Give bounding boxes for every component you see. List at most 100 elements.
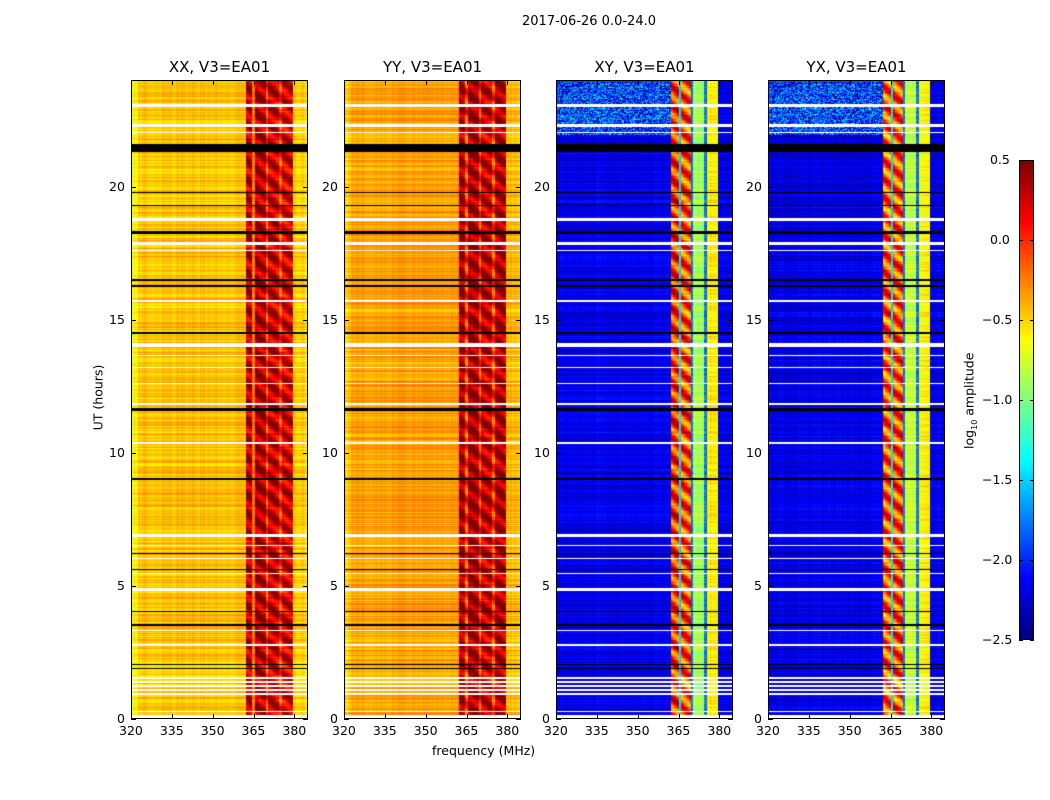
y-tick-label: 5 (754, 577, 762, 593)
y-tick-label: 5 (542, 577, 550, 593)
y-tick-mark (131, 319, 136, 321)
y-tick-mark-right (728, 319, 733, 321)
y-tick-mark (768, 719, 773, 720)
x-tick-label: 335 (159, 723, 184, 738)
y-tick-label: 10 (534, 444, 550, 460)
colorbar-tick-mark-right (1030, 320, 1034, 321)
y-tick-mark (556, 719, 561, 720)
y-tick-mark-right (940, 585, 945, 587)
x-tick-mark-top (171, 80, 173, 85)
x-tick-label: 320 (756, 723, 780, 738)
x-tick-label: 320 (544, 723, 568, 738)
x-tick-mark-top (253, 80, 255, 85)
panel-title-yy: YY, V3=EA01 (382, 58, 483, 76)
colorbar-gradient (1020, 161, 1033, 639)
x-tick-mark (768, 714, 769, 719)
y-tick-mark (768, 186, 773, 188)
y-tick-mark-right (516, 452, 521, 454)
colorbar-label-rest: amplitude (961, 352, 977, 420)
y-tick-mark-right (940, 719, 945, 720)
x-tick-mark-top (890, 80, 892, 85)
colorbar-tick-mark (1019, 480, 1023, 481)
colorbar-tick-label: −1.0 (982, 392, 1013, 407)
y-tick-mark-right (303, 319, 308, 321)
x-tick-mark-top (768, 80, 769, 85)
y-tick-label: 10 (322, 444, 338, 460)
y-tick-mark-right (303, 719, 308, 720)
colorbar-tick-mark (1019, 400, 1023, 401)
heatmap-yx (769, 81, 944, 718)
x-tick-label: 365 (666, 723, 691, 738)
y-tick-mark-right (516, 319, 521, 321)
y-tick-mark-right (728, 719, 733, 720)
y-tick-mark (131, 452, 136, 454)
x-tick-label: 350 (837, 723, 862, 738)
x-tick-mark (212, 714, 214, 719)
figure-suptitle: 2017-06-26 0.0-24.0 (522, 14, 656, 29)
x-tick-mark-top (507, 80, 509, 85)
heatmap-xx (132, 81, 307, 718)
y-axis-label: UT (hours) (90, 364, 106, 431)
panel-title-yx: YX, V3=EA01 (806, 58, 907, 76)
y-tick-mark-right (940, 186, 945, 188)
x-tick-label: 365 (241, 723, 266, 738)
y-tick-mark (344, 719, 349, 720)
colorbar-tick-label: −1.5 (982, 472, 1013, 487)
colorbar-tick-mark (1019, 240, 1023, 241)
y-tick-label: 15 (746, 311, 762, 327)
y-tick-mark-right (940, 319, 945, 321)
x-tick-label: 380 (495, 723, 520, 738)
colorbar-tick-mark-right (1030, 560, 1034, 561)
y-tick-mark-right (516, 719, 521, 720)
heatmap-yy (345, 81, 520, 718)
colorbar-tick-mark (1019, 560, 1023, 561)
x-tick-label: 350 (200, 723, 225, 738)
colorbar-tick-mark-right (1030, 240, 1034, 241)
colorbar-tick-label: 0.0 (990, 232, 1010, 247)
y-tick-label: 5 (330, 577, 338, 593)
x-tick-label: 335 (796, 723, 821, 738)
x-tick-mark (596, 714, 598, 719)
x-tick-mark-top (678, 80, 680, 85)
x-tick-mark-top (131, 80, 132, 85)
colorbar-tick-mark-right (1030, 480, 1034, 481)
x-tick-mark (637, 714, 639, 719)
y-tick-mark-right (303, 186, 308, 188)
y-tick-mark (556, 452, 561, 454)
y-tick-mark (768, 585, 773, 587)
y-tick-mark (344, 452, 349, 454)
x-tick-mark-top (556, 80, 557, 85)
x-tick-label: 365 (454, 723, 479, 738)
x-tick-mark-top (466, 80, 468, 85)
y-tick-label: 10 (746, 444, 762, 460)
colorbar-tick-label: −0.5 (982, 312, 1013, 327)
heatmap-panel-yy (344, 80, 521, 719)
y-tick-label: 0 (117, 711, 125, 726)
y-tick-mark (131, 719, 136, 720)
heatmap-panel-xy (556, 80, 733, 719)
y-tick-mark (131, 186, 136, 188)
x-tick-label: 335 (584, 723, 609, 738)
x-tick-mark (507, 714, 509, 719)
y-tick-label: 15 (322, 311, 338, 327)
x-tick-mark (466, 714, 468, 719)
x-tick-label: 380 (919, 723, 944, 738)
x-tick-mark (294, 714, 296, 719)
y-tick-mark (344, 319, 349, 321)
x-tick-mark-top (212, 80, 214, 85)
x-tick-label: 380 (707, 723, 732, 738)
y-tick-label: 20 (109, 178, 125, 194)
y-tick-label: 10 (109, 444, 125, 460)
x-tick-mark (808, 714, 810, 719)
x-tick-mark (890, 714, 892, 719)
colorbar-tick-mark (1019, 160, 1023, 161)
x-tick-mark (384, 714, 386, 719)
y-tick-label: 0 (330, 711, 338, 726)
colorbar-tick-mark-right (1030, 400, 1034, 401)
y-tick-label: 5 (117, 577, 125, 593)
x-tick-label: 320 (119, 723, 143, 738)
x-tick-label: 380 (282, 723, 307, 738)
x-tick-mark (253, 714, 255, 719)
y-tick-mark-right (516, 186, 521, 188)
y-tick-mark-right (728, 452, 733, 454)
